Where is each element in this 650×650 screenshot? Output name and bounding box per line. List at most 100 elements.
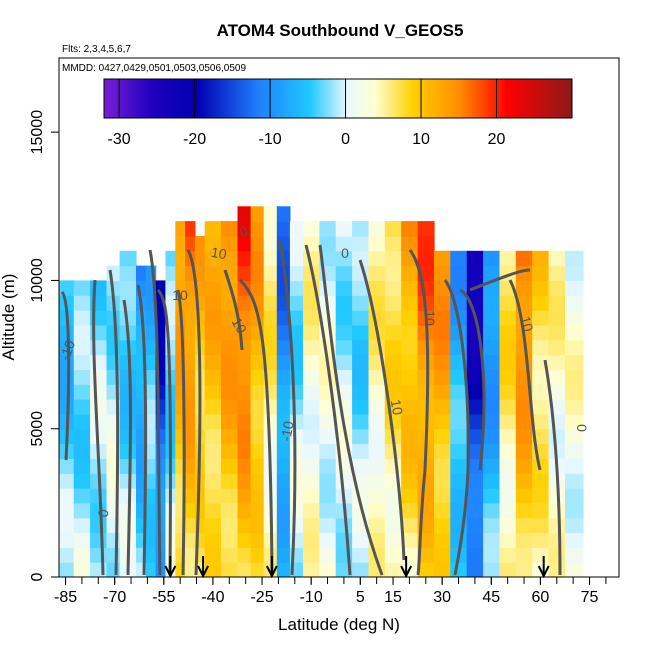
heat-cell	[548, 250, 566, 267]
heat-cell	[175, 280, 186, 296]
heat-cell	[250, 473, 265, 489]
contour-label: -10	[56, 338, 78, 363]
heat-cell	[565, 562, 584, 577]
heat-cell	[303, 399, 320, 415]
heat-cell	[276, 324, 291, 341]
heat-cell	[136, 473, 147, 489]
heat-cell	[499, 458, 517, 474]
heat-cell	[73, 339, 91, 356]
heat-cell	[289, 235, 304, 252]
heat-cell	[352, 532, 370, 548]
heat-cell	[263, 221, 278, 237]
heat-cell	[401, 339, 419, 356]
heat-cell	[119, 428, 137, 445]
heat-cell	[483, 399, 501, 415]
x-tick-label: -85	[54, 589, 77, 606]
heat-cell	[59, 547, 75, 563]
heat-cell	[263, 354, 278, 370]
heat-cell	[136, 562, 147, 577]
y-tick-label: 5000	[29, 411, 46, 447]
heat-cell	[237, 369, 252, 385]
heat-cell	[499, 250, 517, 267]
sounding-marker-arrow	[537, 565, 550, 579]
heat-cell	[250, 428, 265, 445]
heat-cell	[335, 532, 353, 548]
heat-cell	[250, 547, 265, 563]
heat-cell	[185, 310, 196, 326]
sounding-marker-arrow	[265, 565, 278, 579]
heat-cell	[368, 428, 386, 445]
heat-cell	[499, 369, 517, 385]
heat-cell	[185, 473, 196, 489]
heat-cell	[237, 502, 252, 519]
heat-cell	[165, 324, 176, 341]
heat-cell	[434, 369, 451, 385]
heat-cell	[250, 221, 265, 237]
heat-cell	[221, 547, 239, 563]
heat-cell	[237, 265, 252, 281]
heat-cell	[263, 310, 278, 326]
heat-cell	[368, 517, 386, 534]
heat-cell	[368, 399, 386, 415]
heat-cell	[194, 532, 206, 548]
heat-cell	[548, 310, 566, 326]
heat-cell	[106, 265, 121, 281]
colorbar-tick-label: 0	[341, 131, 350, 148]
heat-cell	[352, 458, 370, 474]
heat-cell	[185, 562, 196, 577]
heat-cell	[90, 369, 108, 385]
colorbar-tick-label: 20	[488, 131, 506, 148]
heat-cell	[194, 280, 206, 296]
heat-cell	[483, 354, 501, 370]
heat-cell	[548, 384, 566, 400]
heat-cell	[204, 532, 222, 548]
heat-cell	[155, 502, 166, 519]
heat-cell	[145, 488, 157, 504]
heat-cell	[289, 310, 304, 326]
heat-cell	[263, 250, 278, 267]
heat-cell	[466, 399, 484, 415]
heat-cell	[155, 399, 166, 415]
heat-cell	[499, 399, 517, 415]
heat-cell	[303, 369, 320, 385]
heat-cell	[401, 488, 419, 504]
heat-cell	[352, 324, 370, 341]
heat-cell	[303, 458, 320, 474]
heat-cell	[263, 206, 278, 222]
heat-cell	[417, 473, 435, 489]
heat-cell	[384, 324, 402, 341]
heat-cell	[368, 265, 386, 281]
heat-cell	[145, 443, 157, 459]
heat-cell	[368, 458, 386, 474]
heat-cell	[303, 488, 320, 504]
heat-cell	[73, 369, 91, 385]
heat-cell	[276, 488, 291, 504]
heat-cell	[73, 532, 91, 548]
heat-cell	[73, 562, 91, 577]
heat-cell	[384, 502, 402, 519]
heat-cell	[263, 280, 278, 296]
heat-cell	[221, 339, 239, 356]
heat-cell	[335, 339, 353, 356]
colorbar-tick-label: -10	[259, 131, 282, 148]
heat-cell	[466, 532, 484, 548]
heat-cell	[401, 369, 419, 385]
heat-cell	[368, 250, 386, 267]
heat-cell	[335, 399, 353, 415]
heat-cell	[119, 265, 137, 281]
heat-cell	[384, 265, 402, 281]
heat-cell	[276, 310, 291, 326]
heat-cell	[165, 250, 176, 267]
heat-cell	[237, 221, 252, 237]
heat-cell	[263, 339, 278, 356]
heat-cell	[276, 369, 291, 385]
heat-cell	[499, 443, 517, 459]
heat-cell	[401, 428, 419, 445]
heat-cell	[499, 310, 517, 326]
contour-label: 0	[574, 424, 590, 432]
heat-cell	[250, 458, 265, 474]
heat-cell	[352, 221, 370, 237]
heat-cell	[483, 339, 501, 356]
heat-cell	[450, 473, 468, 489]
heat-cell	[303, 339, 320, 356]
